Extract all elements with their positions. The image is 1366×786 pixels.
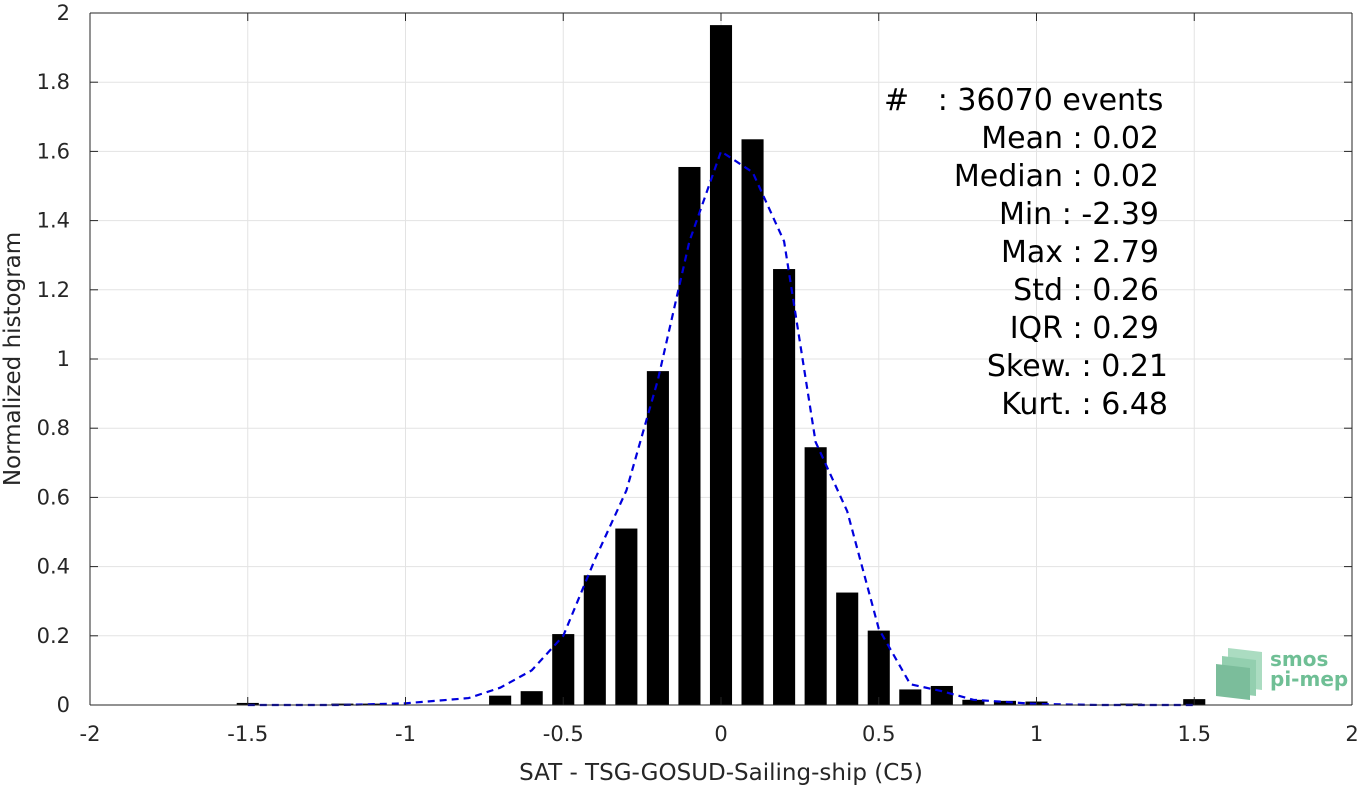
x-tick-label: 0.5: [862, 722, 895, 746]
y-tick-label: 1.2: [37, 278, 70, 302]
histogram-bar: [583, 575, 606, 705]
x-tick-label: 1: [1030, 722, 1043, 746]
histogram-bar: [804, 447, 827, 705]
y-tick-label: 1: [57, 347, 70, 371]
stats-median: Median : 0.02: [954, 159, 1159, 194]
y-tick-label: 1.6: [37, 139, 70, 163]
histogram-bar: [520, 691, 543, 705]
histogram-bar: [993, 700, 1016, 705]
histogram-bar: [741, 139, 764, 706]
histogram-bar: [867, 630, 890, 705]
stats-skew: Skew. : 0.21: [987, 349, 1168, 384]
x-tick-label: 0: [714, 722, 727, 746]
histogram-bar: [899, 689, 922, 705]
stats-max: Max : 2.79: [1001, 235, 1159, 270]
stats-events: # : 36070 events: [884, 83, 1163, 118]
logo-mark-icon: [1216, 648, 1262, 700]
y-tick-label: 1.8: [37, 70, 70, 94]
histogram-bar: [552, 634, 575, 705]
histogram-bar: [836, 592, 859, 705]
fit-curve: [247, 149, 1195, 707]
histogram-bar: [646, 371, 669, 705]
y-axis-label: Normalized histogram: [0, 232, 26, 486]
y-tick-label: 0.8: [37, 416, 70, 440]
histogram-bar: [615, 528, 638, 705]
histogram-bar: [331, 703, 354, 705]
y-tick-label: 2: [57, 1, 70, 25]
histogram-bar: [773, 269, 796, 705]
x-tick-label: -2: [80, 722, 101, 746]
x-tick-label: 1.5: [1178, 722, 1211, 746]
y-tick-label: 0.6: [37, 485, 70, 509]
logo-line1: smos: [1270, 647, 1328, 671]
axes-frame: [89, 12, 1353, 706]
stats-annotation: # : 36070 events Mean : 0.02 Median : 0.…: [884, 83, 1168, 422]
stats-mean: Mean : 0.02: [981, 121, 1159, 156]
stats-kurt: Kurt. : 6.48: [1001, 387, 1168, 422]
histogram-bar: [930, 685, 953, 705]
x-tick-label: 2: [1345, 722, 1358, 746]
smos-pimep-logo: smos pi-mep: [1216, 647, 1348, 700]
y-tick-label: 0.4: [37, 555, 70, 579]
x-tick-labels: -2 -1.5 -1 -0.5 0 0.5 1 1.5 2: [80, 722, 1359, 746]
y-tick-label: 0: [57, 693, 70, 717]
bars-group: [236, 25, 1206, 706]
stats-min: Min : -2.39: [999, 197, 1159, 232]
histogram-bar: [709, 25, 733, 706]
y-tick-labels: 0 0.2 0.4 0.6 0.8 1 1.2 1.4 1.6 1.8 2: [37, 1, 70, 717]
histogram-bar: [678, 166, 701, 706]
histogram-bar: [489, 695, 512, 705]
x-tick-label: -0.5: [543, 722, 584, 746]
x-tick-label: -1: [395, 722, 416, 746]
stats-iqr: IQR : 0.29: [1010, 311, 1159, 346]
x-axis-label: SAT - TSG-GOSUD-Sailing-ship (C5): [519, 760, 923, 786]
logo-line2: pi-mep: [1270, 667, 1348, 691]
histogram-bar: [962, 699, 985, 705]
y-tick-label: 0.2: [37, 624, 70, 648]
fit-curve-group: [247, 149, 1195, 707]
y-tick-label: 1.4: [37, 209, 70, 233]
x-tick-label: -1.5: [227, 722, 268, 746]
stats-std: Std : 0.26: [1013, 273, 1159, 308]
